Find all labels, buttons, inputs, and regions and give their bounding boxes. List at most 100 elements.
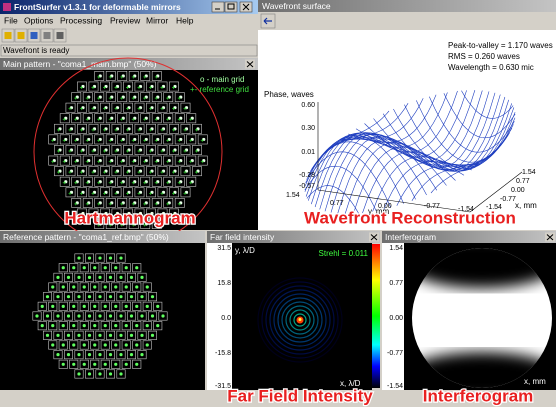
spot bbox=[88, 295, 91, 298]
y-tick-label: 0.0 bbox=[221, 315, 231, 322]
spot bbox=[151, 314, 154, 317]
spot bbox=[140, 353, 143, 356]
spot bbox=[119, 353, 122, 356]
toolbar-icon bbox=[44, 32, 51, 39]
spot bbox=[93, 285, 96, 288]
spot bbox=[98, 256, 101, 259]
spot bbox=[83, 363, 86, 366]
intensity-view bbox=[232, 243, 372, 390]
spot bbox=[98, 276, 101, 279]
spot bbox=[88, 276, 91, 279]
window-title: Far field intensity bbox=[210, 232, 275, 242]
spot bbox=[146, 285, 149, 288]
z-axis-label: Phase, waves bbox=[264, 90, 314, 99]
spot bbox=[151, 295, 154, 298]
spot bbox=[104, 305, 107, 308]
spot bbox=[88, 314, 91, 317]
legend-entry: +- reference grid bbox=[190, 85, 249, 94]
spot bbox=[109, 276, 112, 279]
spot bbox=[125, 285, 128, 288]
menu-item[interactable]: Processing bbox=[60, 15, 102, 25]
x-tick-label: 0.00 bbox=[511, 187, 525, 194]
spot bbox=[109, 295, 112, 298]
spot bbox=[140, 314, 143, 317]
caption: Wavefront Reconstruction bbox=[304, 208, 516, 227]
spot bbox=[109, 353, 112, 356]
menu-bar: File Options Processing Preview Mirror Help bbox=[4, 15, 194, 25]
x-tick-label: 1.54 bbox=[522, 169, 536, 176]
spot bbox=[46, 314, 49, 317]
y-axis-label: y, λ/D bbox=[235, 246, 255, 255]
spot bbox=[67, 295, 70, 298]
spot bbox=[146, 305, 149, 308]
spot bbox=[140, 295, 143, 298]
toolbar bbox=[2, 29, 66, 42]
spot bbox=[140, 334, 143, 337]
spot bbox=[135, 363, 138, 366]
spot bbox=[77, 353, 80, 356]
y-tick-label: 1.54 bbox=[389, 245, 403, 252]
spot bbox=[161, 314, 164, 317]
spot bbox=[77, 314, 80, 317]
spot bbox=[62, 343, 65, 346]
spot bbox=[98, 334, 101, 337]
spot bbox=[104, 285, 107, 288]
status-text: Wavefront is ready bbox=[3, 46, 69, 55]
spot bbox=[77, 256, 80, 259]
spot bbox=[62, 266, 65, 269]
spot bbox=[151, 334, 154, 337]
menu-item[interactable]: Help bbox=[176, 15, 194, 25]
spot bbox=[46, 334, 49, 337]
menu-item[interactable]: Preview bbox=[110, 15, 141, 25]
stat: RMS = 0.260 waves bbox=[448, 52, 520, 61]
screen: FrontSurfer v1.3.1 for deformable mirror… bbox=[0, 0, 556, 407]
toolbar-icon bbox=[57, 32, 64, 39]
spot bbox=[88, 334, 91, 337]
spot bbox=[146, 343, 149, 346]
minimize-button[interactable] bbox=[212, 2, 224, 12]
menu-item[interactable]: Mirror bbox=[146, 15, 168, 25]
spot bbox=[146, 324, 149, 327]
spot bbox=[67, 334, 70, 337]
spot bbox=[109, 372, 112, 375]
spot bbox=[135, 285, 138, 288]
menu-item[interactable]: Options bbox=[24, 15, 53, 25]
spot bbox=[135, 305, 138, 308]
y-tick-label: 15.8 bbox=[217, 280, 231, 287]
spot bbox=[67, 353, 70, 356]
window-buttons[interactable] bbox=[212, 2, 252, 12]
spot bbox=[104, 363, 107, 366]
window-title: FrontSurfer v1.3.1 for deformable mirror… bbox=[14, 2, 181, 12]
toolbar-icon bbox=[5, 32, 12, 39]
spot bbox=[51, 305, 54, 308]
peak-core bbox=[299, 318, 302, 321]
spot bbox=[62, 285, 65, 288]
spot bbox=[83, 266, 86, 269]
spot bbox=[83, 305, 86, 308]
spot bbox=[35, 314, 38, 317]
spot bbox=[114, 285, 117, 288]
x-tick-label: -0.77 bbox=[500, 196, 516, 203]
spot bbox=[114, 305, 117, 308]
reference-pattern-window: Reference pattern - "coma1_ref.bmp" (50%… bbox=[0, 231, 205, 390]
spot bbox=[88, 353, 91, 356]
spot bbox=[93, 324, 96, 327]
spot bbox=[98, 314, 101, 317]
color-bar bbox=[372, 244, 380, 388]
caption: Far Field Intensity bbox=[227, 386, 373, 405]
toolbar bbox=[258, 12, 556, 30]
y-tick-label: 31.5 bbox=[217, 245, 231, 252]
spot bbox=[135, 343, 138, 346]
spot bbox=[62, 305, 65, 308]
spot bbox=[51, 285, 54, 288]
spot bbox=[114, 363, 117, 366]
spot bbox=[119, 372, 122, 375]
window-title: Wavefront surface bbox=[262, 1, 331, 11]
spot bbox=[119, 314, 122, 317]
spot bbox=[125, 324, 128, 327]
app-icon bbox=[3, 3, 11, 11]
spot bbox=[135, 324, 138, 327]
y-tick-label: -15.8 bbox=[215, 350, 231, 357]
menu-item[interactable]: File bbox=[4, 15, 18, 25]
spot bbox=[56, 353, 59, 356]
